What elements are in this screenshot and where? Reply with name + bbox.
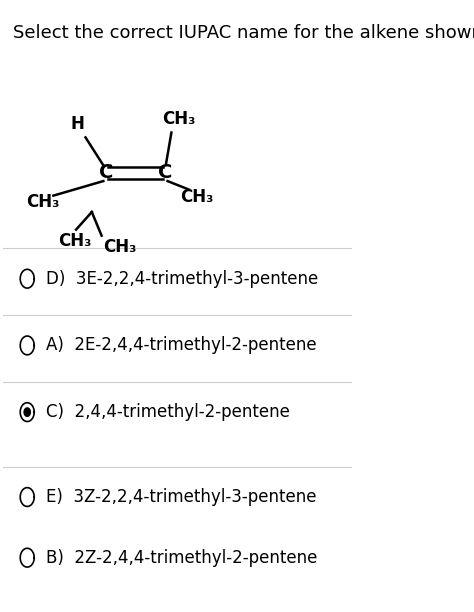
Text: Select the correct IUPAC name for the alkene shown.: Select the correct IUPAC name for the al… <box>13 24 474 42</box>
Text: CH₃: CH₃ <box>103 237 137 256</box>
Text: CH₃: CH₃ <box>163 110 196 129</box>
Text: D)  3E-2,2,4-trimethyl-3-pentene: D) 3E-2,2,4-trimethyl-3-pentene <box>46 270 319 288</box>
Text: CH₃: CH₃ <box>58 231 91 250</box>
Text: CH₃: CH₃ <box>26 193 60 211</box>
Text: CH₃: CH₃ <box>180 188 213 206</box>
Polygon shape <box>24 408 30 416</box>
Text: E)  3Z-2,2,4-trimethyl-3-pentene: E) 3Z-2,2,4-trimethyl-3-pentene <box>46 488 317 506</box>
Text: H: H <box>71 115 85 133</box>
Text: B)  2Z-2,4,4-trimethyl-2-pentene: B) 2Z-2,4,4-trimethyl-2-pentene <box>46 549 318 567</box>
Text: A)  2E-2,4,4-trimethyl-2-pentene: A) 2E-2,4,4-trimethyl-2-pentene <box>46 337 317 354</box>
Text: C: C <box>99 163 113 182</box>
Text: C)  2,4,4-trimethyl-2-pentene: C) 2,4,4-trimethyl-2-pentene <box>46 403 290 421</box>
Text: C: C <box>158 163 173 182</box>
